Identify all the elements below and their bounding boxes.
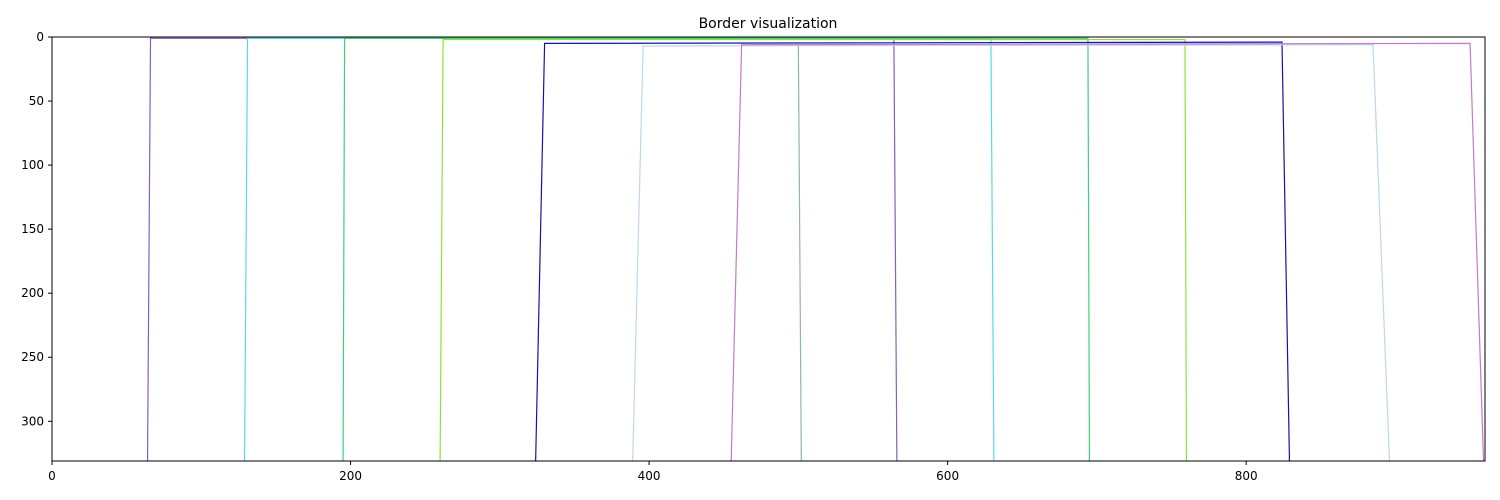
y-tick-label: 100	[21, 158, 44, 172]
chart-title: Border visualization	[699, 16, 838, 32]
x-tick-label: 200	[339, 469, 362, 483]
series-group	[146, 37, 1485, 461]
y-tick-label: 250	[21, 350, 44, 364]
series-line-border-7	[730, 42, 1485, 461]
x-axis-ticks: 0 200 400 600 800	[48, 461, 1258, 483]
x-tick-label: 600	[936, 469, 959, 483]
x-tick-label: 0	[48, 469, 56, 483]
y-tick-label: 300	[21, 414, 44, 428]
y-tick-label: 150	[21, 222, 44, 236]
axes-frame	[51, 36, 1486, 462]
x-tick-label: 400	[638, 469, 661, 483]
series-line-border-8	[797, 45, 802, 461]
series-line-border-3	[342, 37, 1091, 461]
series-line-border-4	[439, 38, 1188, 461]
plot-area	[51, 36, 1486, 462]
y-tick-label: 200	[21, 286, 44, 300]
y-tick-label: 50	[29, 94, 44, 108]
y-tick-label: 0	[36, 30, 44, 44]
y-axis-ticks: 0 50 100 150 200 250 300	[21, 30, 52, 428]
series-line-border-5	[535, 41, 1291, 461]
x-tick-label: 800	[1235, 469, 1258, 483]
series-line-border-6	[632, 44, 1391, 461]
